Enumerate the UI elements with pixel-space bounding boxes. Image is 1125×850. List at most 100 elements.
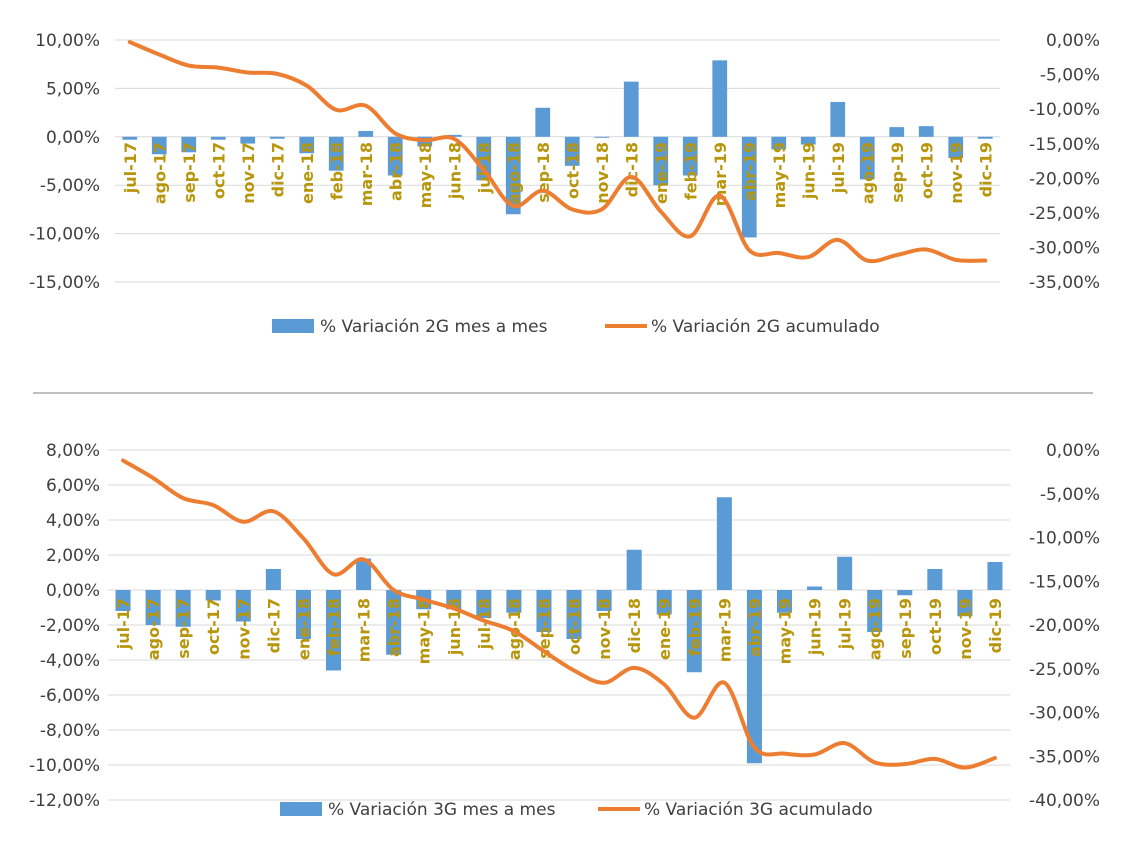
x-tick-label: dic-19 xyxy=(976,142,995,197)
y-left-tick-label: -10,00% xyxy=(29,225,100,245)
x-tick-label: may-18 xyxy=(415,598,434,664)
bar-nov-19 xyxy=(948,136,964,159)
bar-ene-19 xyxy=(656,590,672,615)
x-tick-label: dic-19 xyxy=(986,598,1005,653)
bar-sep-18 xyxy=(536,590,552,632)
bar-ago-19 xyxy=(867,590,883,632)
x-tick-label: abr-18 xyxy=(386,142,405,201)
bar-ago-18 xyxy=(505,136,521,215)
bar-ago-19 xyxy=(859,136,875,180)
bar-sep-17 xyxy=(181,136,197,153)
bar-mar-19 xyxy=(716,497,732,590)
bar-jun-18 xyxy=(446,134,462,137)
bar-nov-19 xyxy=(957,590,973,617)
bar-sep-18 xyxy=(535,107,551,137)
x-tick-label: dic-18 xyxy=(625,598,644,653)
bar-dic-18 xyxy=(626,549,642,590)
x-tick-label: jul-19 xyxy=(829,142,848,194)
bar-ene-18 xyxy=(299,136,315,154)
legend-line-label: % Variación 3G acumulado xyxy=(644,800,873,820)
bar-jun-19 xyxy=(807,586,823,590)
legend-bar-label: % Variación 3G mes a mes xyxy=(328,800,556,820)
bar-jul-19 xyxy=(830,101,846,137)
y-left-tick-label: -15,00% xyxy=(29,273,100,293)
bar-feb-19 xyxy=(686,590,702,673)
x-tick-label: jun-19 xyxy=(806,598,825,656)
bar-ene-19 xyxy=(653,136,669,186)
bar-feb-18 xyxy=(328,136,344,171)
x-tick-label: abr-19 xyxy=(740,142,759,201)
x-tick-label: oct-17 xyxy=(204,598,223,655)
x-tick-label: jul-19 xyxy=(836,598,855,650)
bar-feb-18 xyxy=(325,590,342,671)
y-left-tick-label: 5,00% xyxy=(46,79,100,99)
y-left-tick-label: 8,00% xyxy=(46,441,100,461)
chart-2: 8,00% 6,00% 4,00% 2,00% 0,00% -2,00% -4,00% -6,… xyxy=(29,441,1100,820)
bar-oct-18 xyxy=(564,136,580,166)
bar-jul-18 xyxy=(476,590,492,618)
y-right-tick-label: -30,00% xyxy=(1029,239,1100,259)
y-right-tick-label: -10,00% xyxy=(1029,529,1100,549)
x-tick-label: feb-18 xyxy=(325,598,344,656)
x-tick-label: sep-18 xyxy=(535,598,554,659)
bar-mar-18 xyxy=(358,130,374,137)
x-tick-label: dic-17 xyxy=(264,598,283,653)
bar-may-19 xyxy=(776,590,793,613)
x-tick-label: jun-19 xyxy=(799,142,818,200)
y-right-tick-label: -25,00% xyxy=(1029,204,1100,224)
bar-sep-19 xyxy=(897,590,913,596)
x-tick-label: mar-18 xyxy=(357,142,376,206)
y-left-tick-label: 4,00% xyxy=(46,511,100,531)
x-tick-label: sep-19 xyxy=(888,142,907,203)
y-right-tick-label: -40,00% xyxy=(1029,791,1100,811)
y-right-tick-label: 0,00% xyxy=(1046,441,1100,461)
x-tick-label: ago-17 xyxy=(144,598,163,660)
x-tick-label: oct-18 xyxy=(563,142,582,199)
bar-mar-19 xyxy=(712,60,728,137)
bar-jul-19 xyxy=(837,556,853,590)
x-tick-label: jul-17 xyxy=(121,142,140,194)
x-tick-label: may-18 xyxy=(416,142,435,208)
x-tick-label: mar-18 xyxy=(355,598,374,662)
chart-1: 10,00% 5,00% 0,00% -5,00% -10,00% -15,00% 0,00… xyxy=(29,31,1100,337)
x-tick-label: feb-19 xyxy=(685,598,704,656)
x-tick-label: nov-18 xyxy=(593,142,612,204)
x-tick-label: nov-17 xyxy=(239,142,258,204)
x-tick-label: ene-19 xyxy=(655,598,674,660)
bar-jul-18 xyxy=(476,136,492,181)
y-right-tick-label: -20,00% xyxy=(1029,169,1100,189)
x-tick-label: ago-19 xyxy=(866,598,885,660)
y-right-tick-label: 0,00% xyxy=(1046,31,1100,51)
legend: % Variación 3G mes a mes % Variación 3G a… xyxy=(280,800,873,820)
y-right-tick-label: -15,00% xyxy=(1029,135,1100,155)
y-left-tick-label: -6,00% xyxy=(40,686,100,706)
x-tick-label: ago-18 xyxy=(505,598,524,660)
y-right-tick-label: -20,00% xyxy=(1029,616,1100,636)
x-tick-label: nov-18 xyxy=(595,598,614,660)
x-tick-label: oct-17 xyxy=(209,142,228,199)
x-tick-label: ago-18 xyxy=(504,142,523,204)
y-left-tick-label: -12,00% xyxy=(29,791,100,811)
bar-abr-19 xyxy=(746,590,762,764)
x-tick-label: sep-17 xyxy=(174,598,193,659)
x-tick-label: mar-19 xyxy=(711,142,730,206)
y-right-tick-label: -5,00% xyxy=(1040,485,1100,505)
y-left-tick-label: 2,00% xyxy=(46,546,100,566)
legend-line-label: % Variación 2G acumulado xyxy=(651,317,880,337)
bar-sep-17 xyxy=(175,590,191,627)
x-tick-label: sep-17 xyxy=(180,142,199,203)
x-tick-label: oct-18 xyxy=(565,598,584,655)
bar-mar-18 xyxy=(356,558,372,590)
bar-nov-17 xyxy=(235,590,251,622)
y-right-tick-label: -10,00% xyxy=(1029,100,1100,120)
bar-may-19 xyxy=(771,136,787,150)
x-tick-label: jul-18 xyxy=(475,598,494,650)
bar-ago-18 xyxy=(506,590,522,613)
x-tick-label: ene-19 xyxy=(652,142,671,204)
bar-oct-19 xyxy=(918,126,934,137)
y-right-tick-label: -35,00% xyxy=(1029,273,1100,293)
x-tick-label: abr-18 xyxy=(385,598,404,657)
y-right-tick-label: -30,00% xyxy=(1029,704,1100,724)
bar-dic-17 xyxy=(265,569,281,590)
bar-dic-19 xyxy=(987,562,1003,590)
